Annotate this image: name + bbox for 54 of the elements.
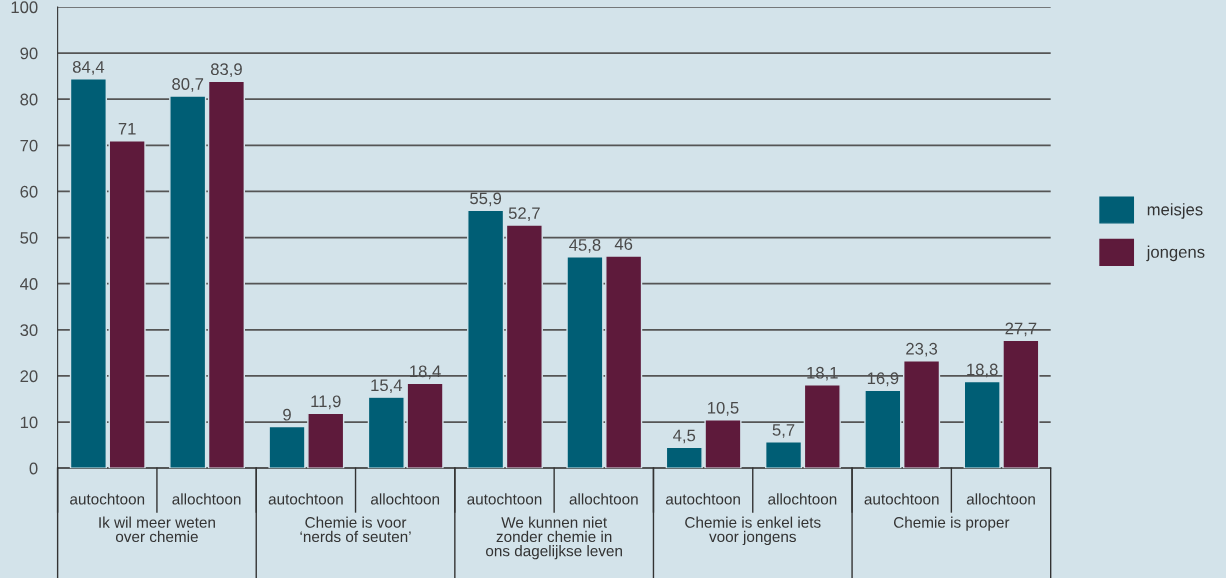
data-label: 15,4 [371,379,403,394]
data-label: 11,9 [311,395,341,410]
text: Chemie is proper [893,516,1010,531]
y-tick-label: 90 [20,47,38,60]
bar [108,140,146,469]
data-label: 4,5 [673,429,696,444]
x-tick-label: autochtoon [665,493,740,505]
x-tick-label: autochtoon [268,493,343,505]
bar [803,383,841,469]
y-tick-label: 20 [20,370,38,383]
legend-label: jongens [1146,245,1205,262]
data-label: 46 [614,238,633,250]
x-tick-label: allochtoon [172,493,241,505]
y-tick-label: 70 [20,139,38,152]
y-tick-label: 100 [11,1,38,14]
y-tick-label: 80 [20,93,38,106]
data-label: 52,7 [508,207,540,221]
x-tick-label: allochtoon [371,493,440,505]
x-tick-label: allochtoon [966,493,1035,505]
bar [169,95,207,469]
x-tick-label: allochtoon [569,493,638,505]
y-tick-label: 10 [20,416,38,429]
x-tick-label: autochtoon [467,493,542,505]
bar [764,441,803,469]
data-label: 80,7 [172,78,204,92]
bar [69,78,107,469]
text: Chemie is enkel iets voor jongens [685,516,821,546]
bar [903,360,941,469]
bar [467,209,505,469]
bar [864,389,902,469]
text: Ik wil meer weten over chemie [99,516,215,543]
y-tick-label: 0 [29,462,38,475]
bar [505,224,543,469]
data-label: 55,9 [470,192,502,207]
data-label: 5,7 [772,424,795,438]
y-tick-label: 30 [20,324,38,337]
data-label: 84,4 [72,61,105,75]
data-label: 83,9 [210,63,242,78]
y-tick-label: 50 [20,231,38,244]
x-tick-label: autochtoon [864,493,939,505]
x-tick-label: allochtoon [768,493,837,505]
data-label: 18,8 [967,363,998,378]
text: We kunnen niet zonder chemie in ons dagelijkse leven [486,516,622,560]
data-label: 23,3 [906,342,938,357]
data-label: 10,5 [708,401,739,416]
y-tick-label: 60 [20,185,38,198]
text: Chemie is voor ‘nerds of seuten’ [300,516,411,543]
bar [207,80,246,469]
data-label: 45,8 [569,239,601,253]
data-label: 9 [283,408,291,421]
legend-label: meisjes [1147,203,1203,219]
data-label: 71 [118,122,136,135]
x-tick-label: autochtoon [70,493,145,505]
y-tick-label: 40 [20,278,38,290]
